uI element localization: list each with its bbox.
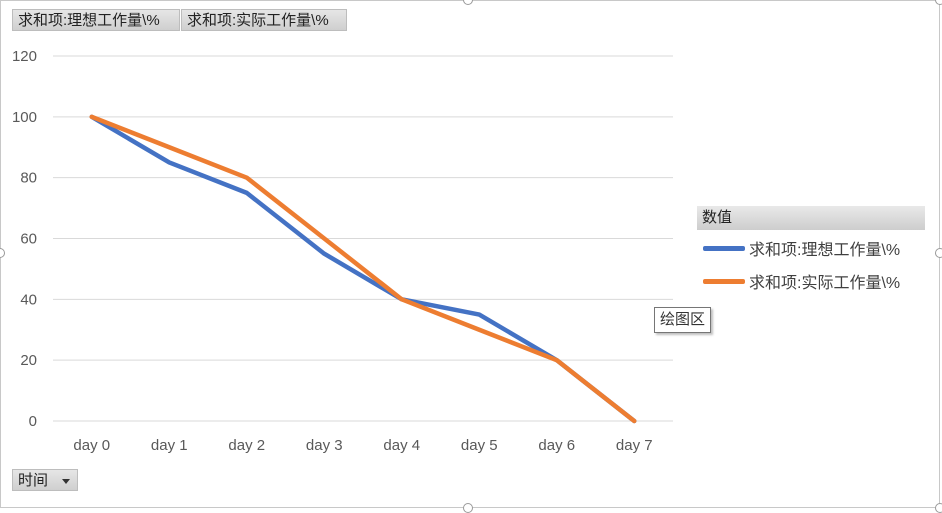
series-field-button-actual[interactable]: 求和项:实际工作量\% [181,9,347,31]
y-tick-label: 0 [29,413,37,430]
series-lines [89,114,637,424]
x-tick-label: day 7 [616,437,653,454]
legend-item-actual[interactable]: 求和项:实际工作量\% [703,270,900,292]
y-tick-label: 20 [20,352,37,369]
y-tick-label: 80 [20,170,37,187]
series-field-button-ideal[interactable]: 求和项:理想工作量\% [12,9,180,31]
y-axis-labels: 0 20 40 60 80 100 120 [12,48,37,430]
legend-label-actual: 求和项:实际工作量\% [749,275,901,292]
series-line-actual[interactable] [89,114,637,424]
legend-item-ideal[interactable]: 求和项:理想工作量\% [703,237,900,259]
x-tick-label: day 3 [306,437,343,454]
resize-handle-bottom[interactable] [463,503,473,513]
resize-handle-bottom-right[interactable] [935,503,942,513]
legend-title: 数值 [697,206,925,230]
resize-handle-top-right[interactable] [935,0,942,5]
chevron-down-icon[interactable] [62,479,70,484]
x-tick-label: day 6 [538,437,575,454]
legend-swatch-actual [703,278,745,284]
x-axis-labels: day 0 day 1 day 2 day 3 day 4 day 5 day 6 day 7 [73,437,652,454]
x-tick-label: day 1 [151,437,188,454]
tooltip: 绘图区 [654,307,712,333]
legend-label-ideal: 求和项:理想工作量\% [749,242,901,259]
gridlines [53,55,673,422]
resize-handle-right[interactable] [935,248,942,258]
y-tick-label: 100 [12,109,37,126]
y-tick-label: 120 [12,48,37,65]
y-tick-label: 40 [20,291,37,308]
x-tick-label: day 5 [461,437,498,454]
axis-field-label: 时间 [18,472,49,489]
axis-field-dropdown[interactable]: 时间 [12,469,78,491]
x-tick-label: day 2 [228,437,265,454]
x-tick-label: day 4 [383,437,420,454]
y-tick-label: 60 [20,231,37,248]
x-tick-label: day 0 [73,437,110,454]
series-line-ideal[interactable] [89,114,637,424]
legend-swatch-ideal [703,245,745,251]
